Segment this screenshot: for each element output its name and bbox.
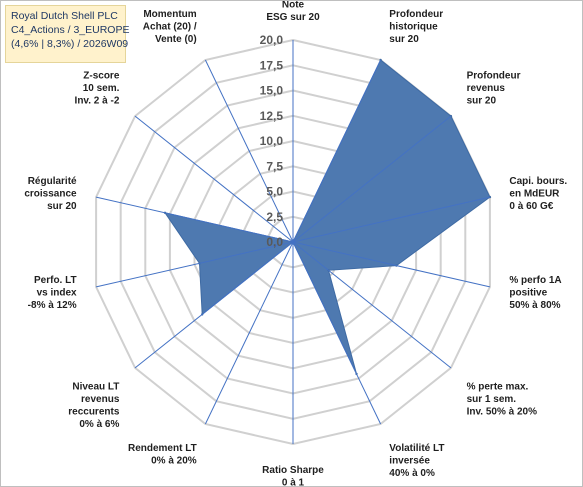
axis-label-line: Profondeur	[467, 71, 521, 82]
radial-tick-label: 10,0	[260, 134, 284, 148]
axis-label-line: % perte max.	[467, 381, 529, 392]
axis-label-line: Inv. 50% à 20%	[467, 406, 538, 417]
chart-title-box: Royal Dutch Shell PLC C4_Actions / 3_EUR…	[5, 5, 130, 63]
axis-label: Momentum Achat (20) / Vente (0)	[143, 9, 197, 45]
axis-label-line: revenus	[467, 83, 506, 94]
axis-label: Ratio Sharpe 0 à 1	[262, 465, 324, 486]
axis-spoke	[95, 196, 294, 243]
axis-label-line: Achat (20) /	[143, 22, 197, 33]
axis-spoke	[292, 59, 382, 243]
axis-label-line: 40% à 0%	[389, 468, 435, 479]
title-line-category: C4_Actions / 3_EUROPE	[11, 24, 130, 36]
axis-label: Régularité croissance sur 20	[24, 176, 77, 212]
axis-label-line: vs index	[37, 287, 77, 298]
radial-tick-label: 20,0	[260, 33, 284, 47]
axis-label-line: inversée	[389, 456, 430, 467]
axis-label: % perte max. sur 1 sem. Inv. 50% à 20%	[467, 381, 538, 417]
radial-tick-label: 5,0	[266, 185, 283, 199]
axis-label-line: sur 20	[389, 34, 419, 45]
radial-tick-label: 17,5	[260, 58, 284, 72]
radial-tick-label: 7,5	[266, 159, 283, 173]
axis-spoke	[204, 241, 294, 425]
axis-label-line: 0 à 1	[282, 478, 305, 487]
axis-label: Capi. bours. en MdEUR 0 à 60 G€	[509, 176, 567, 212]
axis-label-line: Profondeur	[389, 9, 443, 20]
axis-spoke	[134, 115, 294, 243]
axis-label: Niveau LT revenus reccurents 0% à 6%	[68, 381, 120, 430]
axis-label-line: Momentum	[143, 9, 196, 20]
axis-label-line: Niveau LT	[72, 381, 119, 392]
axis-label: Profondeur revenus sur 20	[467, 71, 521, 107]
axis-label-line: revenus	[81, 394, 120, 405]
data-area	[163, 59, 491, 375]
axis-label-line: positive	[509, 287, 547, 298]
title-line-company: Royal Dutch Shell PLC	[11, 10, 118, 22]
axis-label-line: Vente (0)	[155, 34, 197, 45]
axis-label-line: Capi. bours.	[509, 176, 567, 187]
axis-label-line: Inv. 2 à -2	[75, 96, 120, 107]
axis-label-line: Z-score	[83, 71, 120, 82]
axis-label-line: 0 à 60 G€	[509, 201, 553, 212]
axis-label-line: Perfo. LT	[34, 275, 77, 286]
radial-tick-label: 12,5	[260, 109, 284, 123]
axis-label-line: sur 1 sem.	[467, 394, 517, 405]
axis-label: Profondeur historique sur 20	[389, 9, 443, 45]
axis-spoke	[292, 115, 452, 243]
axis-spoke	[292, 241, 452, 369]
axis-label-line: 10 sem.	[83, 83, 120, 94]
axis-label-line: 0% à 20%	[151, 456, 197, 467]
axis-label-line: Volatilité LT	[389, 443, 444, 454]
axis-spoke	[95, 241, 294, 288]
axis-label: Rendement LT 0% à 20%	[128, 443, 197, 467]
axis-label-line: -8% à 12%	[28, 300, 77, 311]
axis-label-line: reccurents	[68, 406, 120, 417]
axis-spoke	[134, 241, 294, 369]
radial-tick-label: 2,5	[266, 210, 283, 224]
axis-label: Volatilité LT inversée 40% à 0%	[389, 443, 444, 479]
axis-spoke	[292, 241, 491, 288]
axis-label-line: 0% à 6%	[79, 419, 119, 430]
axis-label: Z-score 10 sem. Inv. 2 à -2	[75, 71, 120, 107]
axis-label-line: croissance	[24, 189, 77, 200]
axis-label-line: % perfo 1A	[509, 275, 561, 286]
axis-spoke	[292, 241, 382, 425]
axis-label-line: ESG sur 20	[266, 12, 320, 23]
axis-label-line: Note	[282, 1, 305, 11]
axis-label-line: en MdEUR	[509, 189, 560, 200]
radial-tick-label: 0,0	[266, 235, 283, 249]
axis-spoke	[204, 59, 294, 243]
axis-label: % perfo 1A positive 50% à 80%	[509, 275, 561, 311]
axis-label: Perfo. LT vs index -8% à 12%	[28, 275, 77, 311]
title-line-period: (4,6% | 8,3%) / 2026W09	[11, 38, 129, 50]
axis-label-line: historique	[389, 22, 438, 33]
axis-label-line: Rendement LT	[128, 443, 197, 454]
axis-label: Note ESG sur 20	[266, 1, 320, 23]
axis-label-line: sur 20	[47, 201, 77, 212]
axis-label-line: Ratio Sharpe	[262, 465, 324, 476]
axis-spoke	[292, 196, 491, 243]
axis-label-line: sur 20	[467, 96, 497, 107]
radial-tick-label: 15,0	[260, 84, 284, 98]
axis-label-line: Régularité	[28, 176, 77, 187]
axis-label-line: 50% à 80%	[509, 300, 560, 311]
